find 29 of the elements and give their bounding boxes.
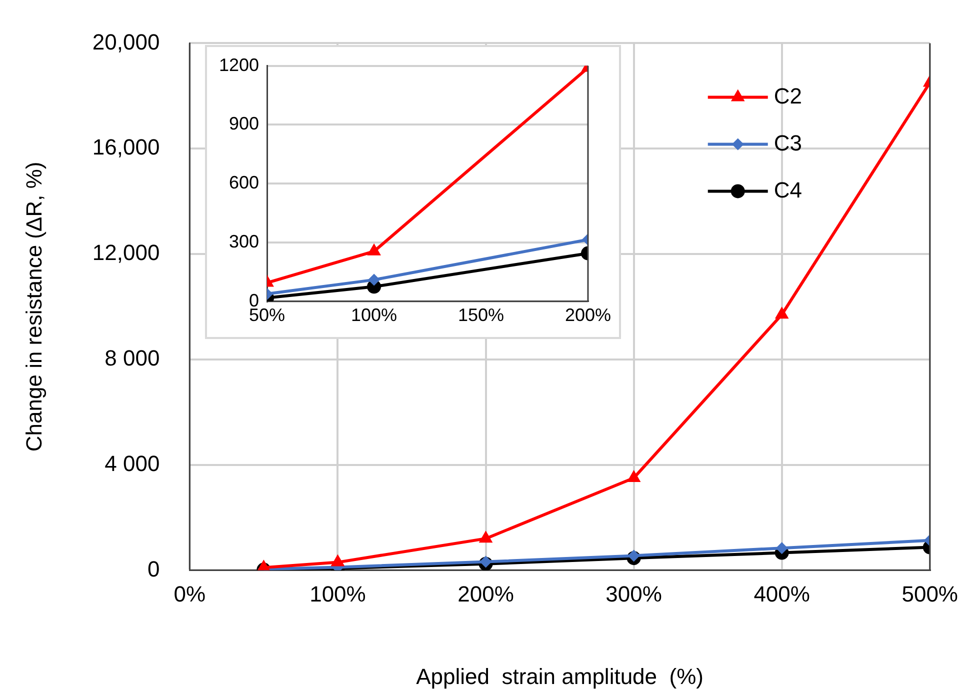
y-tick-label: 16,000: [92, 134, 160, 160]
x-tick-label: 0%: [174, 581, 206, 606]
legend-label: C2: [774, 83, 802, 108]
x-tick-label: 100%: [351, 305, 398, 326]
y-tick-label: 12,000: [92, 240, 160, 266]
y-tick-label: 600: [228, 172, 260, 193]
point: [628, 550, 640, 562]
x-tick-label: 200%: [458, 581, 514, 606]
point: [776, 542, 788, 554]
point: [480, 556, 492, 568]
y-tick-label: 8 000: [104, 345, 160, 370]
y-tick-label: 20,000: [92, 29, 160, 54]
x-tick-label: 100%: [310, 581, 366, 606]
x-axis-title: Applied strain amplitude (%): [416, 664, 704, 689]
x-tick-label: 300%: [606, 581, 662, 606]
y-tick-label: 900: [228, 114, 260, 134]
point: [774, 306, 789, 319]
legend-label: C4: [774, 177, 802, 202]
y-tick-label: 300: [228, 231, 260, 252]
x-tick-label: 150%: [458, 305, 504, 326]
y-tick-label: 0: [147, 556, 160, 582]
legend-label: C3: [774, 130, 802, 156]
point: [478, 530, 493, 543]
y-axis-title: Change in resistance (ΔR, %): [21, 162, 46, 452]
x-tick-label: 500%: [902, 581, 958, 606]
y-tick-label: 1200: [218, 54, 260, 75]
x-tick-label: 400%: [754, 581, 810, 606]
x-tick-label: 200%: [564, 305, 612, 326]
y-tick-label: 4 000: [104, 450, 160, 476]
